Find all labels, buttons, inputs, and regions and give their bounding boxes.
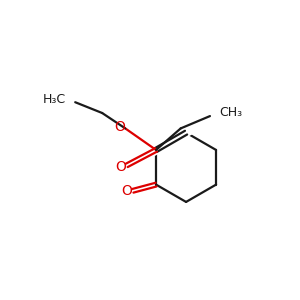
Text: H₃C: H₃C (43, 93, 66, 106)
Text: CH₃: CH₃ (219, 106, 242, 119)
Text: O: O (114, 120, 125, 134)
Text: O: O (115, 160, 126, 174)
Text: O: O (122, 184, 132, 198)
